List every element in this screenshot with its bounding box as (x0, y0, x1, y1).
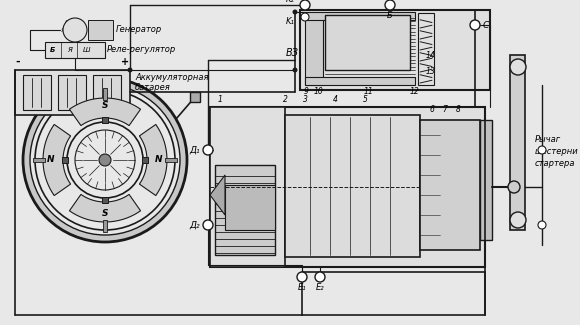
Text: 8: 8 (455, 106, 461, 114)
Text: Реле-регулятор: Реле-регулятор (107, 46, 176, 55)
Circle shape (30, 85, 180, 235)
Bar (23, 75, 51, 110)
Text: +: + (121, 57, 129, 67)
Bar (305, 12, 415, 20)
Bar (215, 165, 275, 255)
Text: Я: Я (67, 47, 71, 53)
Circle shape (538, 146, 546, 154)
Polygon shape (510, 55, 525, 230)
Text: 6: 6 (430, 106, 434, 114)
Text: 10: 10 (313, 87, 323, 97)
Polygon shape (43, 124, 71, 196)
Circle shape (300, 0, 310, 10)
Text: Д₂: Д₂ (190, 220, 200, 229)
Circle shape (67, 122, 143, 198)
Circle shape (63, 18, 87, 42)
Text: 1: 1 (218, 96, 223, 105)
Text: K₂: K₂ (286, 0, 295, 5)
Circle shape (301, 13, 309, 21)
Polygon shape (70, 194, 140, 222)
Circle shape (35, 90, 175, 230)
Circle shape (510, 212, 526, 228)
Text: 3: 3 (303, 96, 307, 105)
Text: 5: 5 (362, 96, 368, 105)
Circle shape (23, 78, 187, 242)
Bar (418, 13, 434, 85)
Text: 13: 13 (425, 68, 435, 76)
Text: Аккумуляторная: Аккумуляторная (135, 73, 208, 83)
Text: 11: 11 (363, 87, 373, 97)
Bar (210, 107, 485, 267)
Text: Ш: Ш (65, 20, 71, 24)
Text: Я: Я (60, 28, 64, 32)
Bar (15, 70, 130, 115)
Circle shape (203, 145, 213, 155)
Text: ВЗ: ВЗ (285, 48, 299, 58)
Bar (102, 117, 108, 123)
Bar (225, 185, 275, 230)
Bar (165, 158, 177, 162)
Bar (190, 92, 200, 102)
Bar (285, 115, 420, 257)
Text: N: N (47, 155, 55, 164)
Text: -: - (16, 57, 20, 67)
Text: батарея: батарея (135, 84, 171, 93)
Bar (103, 88, 107, 100)
Text: стартера: стартера (535, 160, 575, 168)
Circle shape (385, 0, 395, 10)
Bar (325, 15, 410, 70)
Text: Рычаг: Рычаг (535, 136, 561, 145)
Bar (142, 157, 148, 163)
Circle shape (99, 154, 111, 166)
Bar (33, 158, 45, 162)
Text: Б: Б (387, 10, 393, 20)
Text: E₁: E₁ (298, 282, 306, 292)
Text: 7: 7 (443, 106, 447, 114)
Bar (210, 107, 285, 267)
Text: 14: 14 (425, 50, 435, 59)
Bar (93, 75, 121, 110)
Text: Генератор: Генератор (116, 25, 162, 34)
Text: M: M (72, 25, 78, 34)
Bar (58, 75, 86, 110)
Circle shape (508, 181, 520, 193)
Text: E₂: E₂ (316, 282, 324, 292)
Text: Б: Б (50, 47, 56, 53)
Text: K₁: K₁ (286, 18, 295, 27)
Circle shape (470, 20, 480, 30)
Circle shape (315, 272, 325, 282)
Bar (88, 20, 113, 40)
Bar (300, 10, 490, 90)
Bar (480, 120, 492, 240)
Polygon shape (70, 98, 140, 125)
Bar (102, 197, 108, 203)
Text: C: C (483, 20, 490, 30)
Bar (305, 15, 323, 85)
Text: S: S (102, 210, 108, 218)
Circle shape (203, 220, 213, 230)
Text: N: N (155, 155, 163, 164)
Text: Д₁: Д₁ (190, 146, 200, 154)
Circle shape (538, 221, 546, 229)
Bar (62, 157, 68, 163)
Text: S: S (102, 101, 108, 111)
Bar (420, 120, 480, 250)
Polygon shape (210, 175, 225, 215)
Text: 12: 12 (410, 87, 420, 97)
Circle shape (128, 68, 132, 72)
Circle shape (292, 9, 298, 15)
Bar (305, 77, 415, 85)
Circle shape (510, 59, 526, 75)
Bar (103, 220, 107, 232)
Text: 2: 2 (282, 96, 288, 105)
Text: 9: 9 (303, 87, 309, 97)
Polygon shape (139, 124, 167, 196)
Circle shape (292, 68, 298, 72)
Text: 4: 4 (332, 96, 338, 105)
Text: шестерни: шестерни (535, 148, 579, 157)
Circle shape (297, 272, 307, 282)
Bar (45, 42, 105, 58)
Circle shape (75, 130, 135, 190)
Text: Ш: Ш (84, 47, 90, 53)
